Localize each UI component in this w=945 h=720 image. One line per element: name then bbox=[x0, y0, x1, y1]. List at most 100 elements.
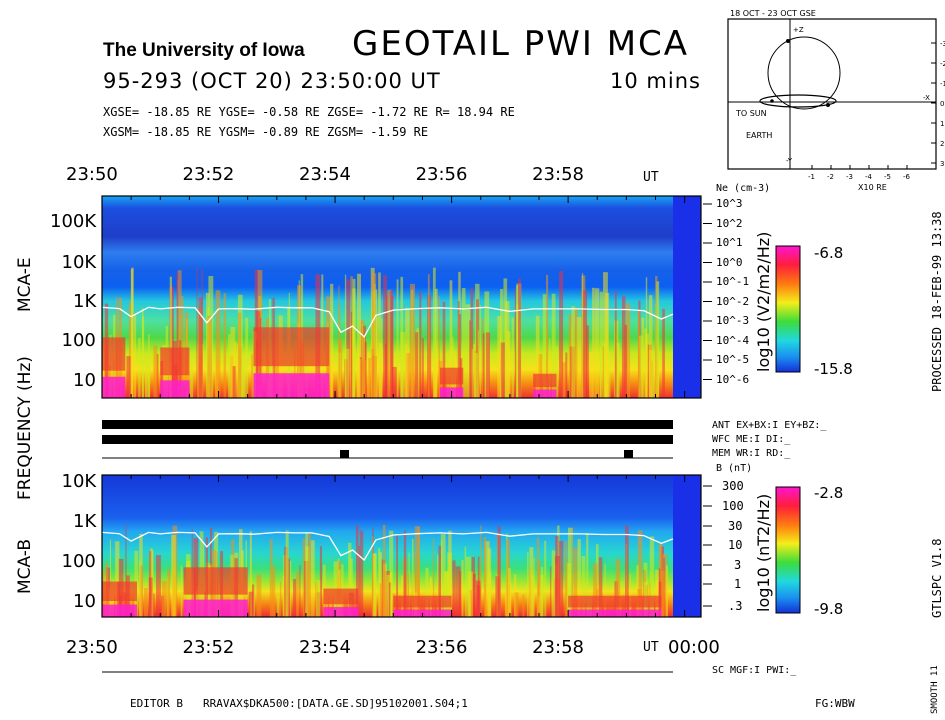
mca-b-colorbar bbox=[776, 487, 800, 613]
b-tick-label: 10 bbox=[728, 538, 742, 552]
mca-e-streak bbox=[207, 316, 211, 398]
mca-e-streak bbox=[646, 277, 647, 398]
top-ut-label: UT bbox=[643, 170, 659, 185]
ne-tick-label: 10^2 bbox=[716, 217, 743, 230]
frequency-tick-label: 10K bbox=[62, 252, 97, 273]
mca-b-streak bbox=[167, 569, 170, 617]
mca-e-streak bbox=[405, 308, 409, 398]
mca-e-streak bbox=[571, 306, 574, 398]
b-tick-label: 100 bbox=[722, 499, 744, 513]
mca-e-streak bbox=[378, 272, 381, 398]
mca-e-streak bbox=[131, 269, 133, 398]
mca-e-streak bbox=[649, 295, 652, 398]
mca-b-streak bbox=[484, 537, 486, 617]
mca-b-streak bbox=[305, 533, 308, 617]
time-label: 23:50 bbox=[66, 637, 118, 658]
mca-b-streak bbox=[162, 581, 167, 617]
mca-e-streak bbox=[565, 352, 567, 398]
mca-e-streak bbox=[549, 338, 550, 398]
mca-b-streak bbox=[249, 592, 254, 617]
mca-b-streak bbox=[270, 539, 273, 617]
mca-b-streak bbox=[599, 557, 603, 617]
mca-e-streak bbox=[559, 271, 563, 398]
mca-b-streak bbox=[476, 581, 481, 617]
time-label: 23:52 bbox=[183, 164, 235, 185]
mca-e-streak bbox=[422, 338, 424, 398]
mca-b-streak bbox=[616, 559, 620, 617]
mca-e-streak bbox=[662, 309, 665, 398]
mca-e-streak bbox=[615, 291, 617, 398]
mca-b-streak bbox=[582, 556, 586, 617]
mca-e-streak bbox=[486, 332, 490, 398]
mca-b-streak bbox=[316, 580, 320, 617]
mca-e-streak bbox=[469, 320, 471, 398]
version-label: GTLSPC V1.8 bbox=[930, 539, 944, 618]
mca-b-streak bbox=[390, 586, 392, 617]
mca-e-streak bbox=[228, 334, 230, 398]
mca-e-colorbar-min: -15.8 bbox=[814, 360, 853, 378]
mca-e-streak bbox=[138, 338, 140, 398]
ne-tick-label: 10^-2 bbox=[716, 295, 749, 308]
mca-b-colorbar-min: -9.8 bbox=[814, 600, 843, 618]
mca-b-streak bbox=[383, 525, 386, 617]
mca-e-colorbar-label: log10 (V2/m2/Hz) bbox=[754, 232, 773, 372]
mca-b-streak bbox=[153, 594, 154, 617]
time-label: 23:56 bbox=[416, 637, 468, 658]
b-tick-label: 3 bbox=[734, 558, 741, 572]
mca-b-streak bbox=[372, 536, 373, 617]
b-tick-label: 300 bbox=[722, 479, 744, 493]
mca-e-streak bbox=[196, 267, 197, 398]
mca-e-streak bbox=[372, 273, 376, 398]
mca-b-streak bbox=[537, 537, 539, 617]
mca-e-streak bbox=[238, 313, 241, 398]
mca-e-colorbar-max: -6.8 bbox=[814, 244, 843, 262]
mca-b-burst bbox=[323, 607, 358, 617]
mca-e-burst bbox=[160, 348, 189, 376]
mca-e-burst bbox=[102, 377, 125, 398]
mca-e-colorbar bbox=[776, 246, 800, 372]
mca-e-streak bbox=[595, 288, 599, 398]
mem-status-label: MEM WR:I RD:_ bbox=[712, 448, 790, 459]
mca-e-streak bbox=[400, 332, 405, 398]
ne-tick-label: 10^1 bbox=[716, 236, 743, 249]
mca-b-colorbar-label: log10 (nT2/Hz) bbox=[754, 494, 773, 612]
mca-e-nodata-band bbox=[673, 196, 701, 398]
time-label: 23:50 bbox=[66, 164, 118, 185]
mca-b-streak bbox=[272, 566, 275, 617]
mca-e-streak bbox=[589, 352, 592, 398]
ne-tick-label: 10^0 bbox=[716, 256, 743, 269]
mca-e-streak bbox=[518, 279, 521, 398]
mca-e-streak bbox=[242, 366, 246, 398]
ne-tick-label: 10^3 bbox=[716, 197, 743, 210]
processed-timestamp: PROCESSED 18-FEB-99 13:38 bbox=[930, 211, 944, 392]
time-label: 23:54 bbox=[299, 164, 351, 185]
mca-b-streak bbox=[488, 548, 492, 617]
mca-e-streak bbox=[472, 349, 473, 398]
mca-e-streak bbox=[515, 289, 516, 398]
smooth-label: SMOOTH 11 bbox=[930, 665, 940, 714]
mca-e-streak bbox=[190, 361, 193, 398]
mca-b-streak bbox=[550, 567, 551, 617]
mca-e-streak bbox=[638, 311, 640, 398]
mca-b-burst bbox=[393, 596, 451, 608]
mca-b-streak bbox=[139, 534, 142, 617]
mca-b-streak bbox=[125, 525, 126, 617]
mca-b-streak bbox=[299, 565, 300, 617]
mca-b-streak bbox=[144, 588, 148, 617]
mca-b-streak bbox=[466, 557, 471, 617]
time-label: 23:58 bbox=[532, 164, 584, 185]
mca-e-streak bbox=[582, 273, 583, 398]
time-label: 23:54 bbox=[299, 637, 351, 658]
frequency-tick-label: 100 bbox=[62, 551, 96, 572]
ne-tick-label: 10^-3 bbox=[716, 314, 749, 327]
mca-e-streak bbox=[352, 288, 355, 398]
mca-e-streak bbox=[142, 316, 144, 398]
mca-e-streak bbox=[478, 330, 479, 398]
mca-e-streak bbox=[397, 279, 399, 398]
mca-b-streak bbox=[149, 578, 153, 617]
mca-b-streak bbox=[373, 553, 376, 617]
mca-b-streak bbox=[296, 572, 299, 617]
mca-e-burst bbox=[533, 374, 556, 387]
mca-b-label: MCA-B bbox=[15, 539, 35, 594]
frequency-axis-title: FREQUENCY (Hz) bbox=[15, 356, 35, 500]
